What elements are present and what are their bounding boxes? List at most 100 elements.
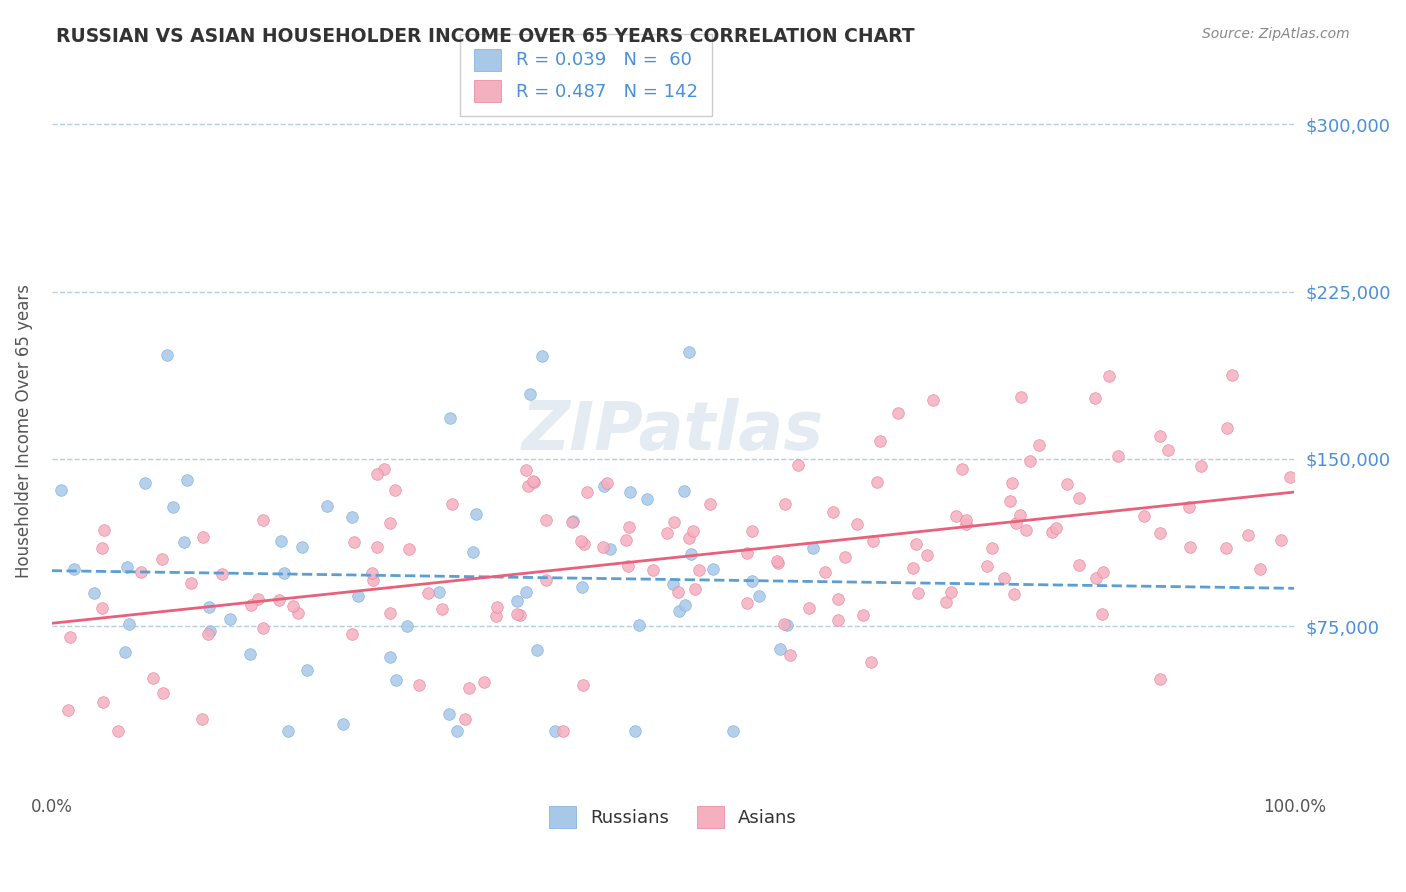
Point xyxy=(332,717,354,731)
Point xyxy=(779,648,801,662)
Point xyxy=(673,484,696,499)
Point xyxy=(1018,454,1040,468)
Point xyxy=(252,621,274,635)
Point xyxy=(63,562,86,576)
Point xyxy=(799,601,821,615)
Point xyxy=(775,618,797,632)
Point xyxy=(1005,516,1028,531)
Point xyxy=(683,582,706,596)
Point xyxy=(515,584,537,599)
Point xyxy=(641,563,664,577)
Point xyxy=(821,505,844,519)
Point xyxy=(340,627,363,641)
Point xyxy=(1133,508,1156,523)
Point xyxy=(1098,369,1121,384)
Point xyxy=(198,600,221,615)
Point xyxy=(860,655,883,669)
Point xyxy=(699,497,721,511)
Point xyxy=(378,650,401,665)
Point xyxy=(162,500,184,514)
Point xyxy=(287,606,309,620)
Point xyxy=(506,594,529,608)
Point xyxy=(1000,494,1022,508)
Point xyxy=(619,485,641,500)
Point xyxy=(134,475,156,490)
Point xyxy=(1237,527,1260,541)
Point xyxy=(553,723,575,738)
Point xyxy=(1015,523,1038,537)
Point xyxy=(1008,508,1031,523)
Point xyxy=(91,695,114,709)
Point xyxy=(662,576,685,591)
Point xyxy=(723,723,745,738)
Point xyxy=(191,712,214,726)
Point xyxy=(384,483,406,497)
Point xyxy=(773,616,796,631)
Point xyxy=(366,540,388,554)
Point xyxy=(574,536,596,550)
Point xyxy=(666,585,689,599)
Point xyxy=(91,600,114,615)
Point xyxy=(1189,459,1212,474)
Point xyxy=(571,580,593,594)
Point xyxy=(506,607,529,622)
Point xyxy=(852,608,875,623)
Point xyxy=(576,485,599,500)
Point xyxy=(907,586,929,600)
Point xyxy=(427,585,450,599)
Point xyxy=(993,571,1015,585)
Point xyxy=(408,677,430,691)
Point xyxy=(270,534,292,549)
Point xyxy=(534,513,557,527)
Point xyxy=(56,703,79,717)
Point xyxy=(1091,565,1114,579)
Point xyxy=(1010,391,1032,405)
Point xyxy=(446,723,468,738)
Point xyxy=(347,590,370,604)
Point xyxy=(834,549,856,564)
Point xyxy=(156,348,179,362)
Y-axis label: Householder Income Over 65 years: Householder Income Over 65 years xyxy=(15,284,32,578)
Point xyxy=(922,393,945,408)
Point xyxy=(675,598,697,612)
Point xyxy=(562,514,585,528)
Point xyxy=(457,681,479,696)
Point xyxy=(1028,438,1050,452)
Point xyxy=(869,434,891,449)
Point xyxy=(173,535,195,549)
Point xyxy=(59,631,82,645)
Point xyxy=(955,513,977,527)
Point xyxy=(1040,524,1063,539)
Point xyxy=(515,463,537,477)
Point xyxy=(1149,429,1171,443)
Point xyxy=(176,473,198,487)
Point xyxy=(1045,521,1067,535)
Point xyxy=(935,595,957,609)
Point xyxy=(1149,525,1171,540)
Point xyxy=(83,586,105,600)
Point xyxy=(628,618,651,632)
Point xyxy=(955,516,977,531)
Point xyxy=(544,723,567,738)
Point xyxy=(1249,562,1271,576)
Point xyxy=(378,606,401,620)
Point xyxy=(519,387,541,401)
Point xyxy=(905,537,928,551)
Point xyxy=(273,566,295,581)
Point xyxy=(523,475,546,489)
Point xyxy=(472,675,495,690)
Text: RUSSIAN VS ASIAN HOUSEHOLDER INCOME OVER 65 YEARS CORRELATION CHART: RUSSIAN VS ASIAN HOUSEHOLDER INCOME OVER… xyxy=(56,27,915,45)
Point xyxy=(1220,368,1243,383)
Point xyxy=(315,499,337,513)
Point xyxy=(360,566,382,580)
Point xyxy=(142,671,165,685)
Point xyxy=(454,712,477,726)
Point xyxy=(107,723,129,738)
Point xyxy=(814,566,837,580)
Text: Source: ZipAtlas.com: Source: ZipAtlas.com xyxy=(1202,27,1350,41)
Point xyxy=(343,534,366,549)
Point xyxy=(862,534,884,549)
Point xyxy=(801,541,824,555)
Point xyxy=(1157,443,1180,458)
Point xyxy=(1107,449,1129,463)
